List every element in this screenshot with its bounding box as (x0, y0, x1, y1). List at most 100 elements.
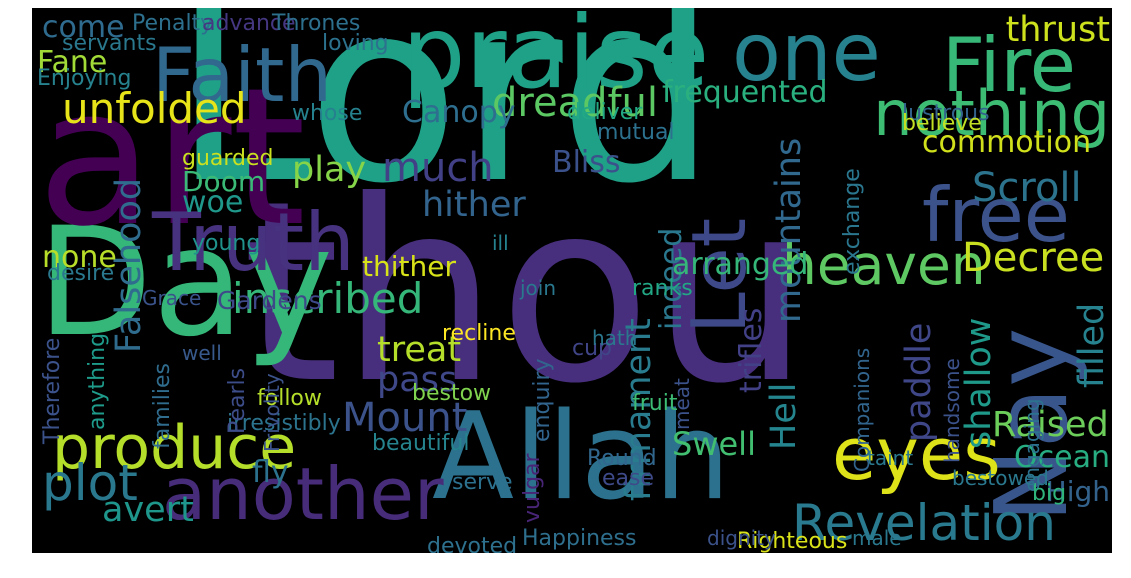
word-decree: Decree (962, 235, 1105, 281)
word-hither: hither (422, 185, 526, 225)
word-filled: filled (1072, 303, 1112, 389)
word-vulgar: vulgar (520, 453, 545, 523)
word-mount: Mount (342, 395, 468, 441)
word-high: High (1045, 475, 1110, 508)
word-none: none (42, 240, 117, 275)
word-penalty: Penalty (132, 11, 214, 36)
word-well: well (182, 341, 222, 365)
word-arranged: arranged (672, 247, 809, 282)
word-truth: Truth (152, 196, 355, 289)
word-much: much (382, 145, 494, 191)
word-happiness: Happiness (522, 526, 637, 551)
word-young: young (192, 231, 261, 256)
word-servants: servants (62, 31, 157, 56)
word-nothing: nothing (873, 77, 1110, 150)
word-bestow: bestow (412, 381, 492, 406)
word-plot: plot (42, 454, 138, 512)
word-doom: Doom (182, 165, 266, 198)
word-fire: Fire (942, 21, 1076, 109)
word-free: free (922, 171, 1070, 259)
word-produce: produce (52, 413, 297, 483)
word-pearls: Pearls (225, 368, 250, 435)
word-fly: fly (252, 455, 289, 490)
word-day: Day (37, 196, 334, 370)
word-male: male (852, 526, 902, 550)
word-guarded: guarded (182, 146, 274, 171)
word-grace: Grace (142, 286, 202, 310)
word-ease: ease (602, 466, 655, 491)
word-thrust: thrust (1005, 10, 1110, 50)
word-advance: advance (202, 11, 296, 36)
word-cloud: Lord thou Day art Allah praise Faith Fire one Tru… (32, 8, 1112, 553)
word-enjoying: Enjoying (37, 66, 132, 91)
word-desire: desire (47, 261, 115, 286)
word-trifles: trifles (734, 308, 769, 394)
word-meat: meat (670, 378, 694, 430)
word-swell: Swell (672, 425, 756, 463)
word-taint: taint (867, 446, 914, 470)
word-falsehood: Falsehood (109, 178, 149, 354)
word-join: join (520, 276, 557, 300)
word-fruit: fruit (632, 391, 678, 416)
word-round: Round (587, 446, 657, 471)
word-pass: pass (377, 360, 458, 400)
word-allah: Allah (432, 388, 731, 527)
word-thou: thou (242, 147, 810, 438)
word-believe: believe (902, 111, 982, 136)
word-paddle: paddle (899, 323, 939, 443)
word-shallow: shallow (959, 318, 999, 450)
word-faith: Faith (152, 31, 332, 119)
word-unfolded: unfolded (62, 84, 247, 133)
word-mutual: mutual (597, 120, 675, 145)
word-lustrous: lustrous (902, 101, 990, 126)
word-eyes: eyes (832, 412, 1001, 496)
word-recline: recline (442, 321, 516, 346)
word-ocean: Ocean (1014, 440, 1110, 475)
word-mountains: mountains (769, 138, 809, 324)
word-dignity: dignity (707, 526, 776, 550)
word-deliver: deliver (567, 100, 643, 125)
word-righteous: Righteous (737, 529, 848, 553)
word-thrones: Thrones (272, 11, 361, 36)
word-canopy: Canopy (402, 95, 516, 130)
word-cup: cup (572, 336, 613, 361)
word-irresistibly: irresistibly (227, 411, 341, 436)
word-ranks: ranks (632, 276, 693, 301)
word-fane: Fane (37, 45, 108, 80)
word-families: families (150, 363, 175, 449)
word-bestowed: bestowed (952, 466, 1049, 490)
word-devoted: devoted (427, 534, 518, 554)
word-scroll: Scroll (972, 165, 1082, 211)
word-dreadful: dreadful (492, 80, 659, 126)
word-inscribed: inscribed (232, 274, 424, 323)
word-enquiry: enquiry (530, 358, 555, 442)
word-hath: hath (592, 326, 638, 350)
word-serve: serve (452, 470, 513, 495)
word-come: come (42, 10, 125, 45)
word-commotion: commotion (922, 125, 1092, 160)
word-heaven: heaven (782, 233, 986, 297)
word-praise: praise (402, 8, 710, 111)
word-ill: ill (492, 231, 509, 255)
word-big: big (1032, 481, 1067, 506)
word-play: play (292, 150, 367, 190)
word-woe: woe (182, 185, 244, 220)
word-raised: Raised (992, 405, 1109, 445)
word-hell: Hell (764, 383, 804, 451)
word-beautiful: beautiful (372, 431, 470, 456)
word-gardens: Gardens (217, 286, 322, 315)
word-therefore: Therefore (40, 338, 65, 445)
word-bliss: Bliss (552, 145, 621, 180)
word-whose: whose (292, 101, 363, 126)
word-loving: loving (322, 31, 389, 56)
word-lord: Lord (172, 8, 717, 238)
word-exchange: exchange (840, 168, 865, 275)
word-thither: thither (362, 250, 456, 283)
word-art: art (37, 47, 307, 268)
word-frequented: frequented (662, 75, 828, 110)
word-treat: treat (377, 330, 462, 370)
word-revelation: Revelation (792, 494, 1056, 552)
word-frivolity: Frivolity (260, 373, 284, 452)
word-anything: anything (85, 333, 110, 431)
word-another: another (162, 452, 444, 536)
